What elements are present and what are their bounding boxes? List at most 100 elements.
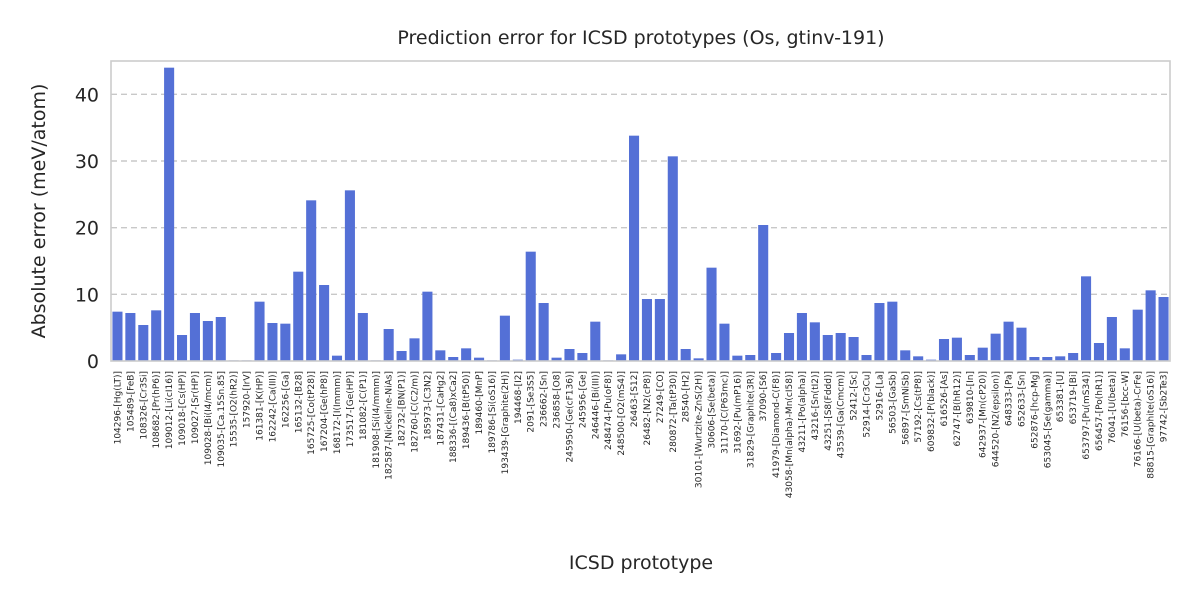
x-tick-label: 162242-[Ca(III)] [268,371,278,442]
x-tick-label: 56897-[SmNiSb] [901,371,911,445]
bar [474,357,485,361]
bar [151,310,162,361]
x-tick-label: 165725-[Co(tP28)] [307,371,317,455]
x-tick-label: 37090-[S6] [759,371,769,421]
bar [319,285,330,361]
bar [616,354,627,361]
bar [564,349,575,361]
x-tick-label: 157920-[IrV] [243,371,253,428]
x-tick-label: 248500-[O2(mS4)] [617,371,627,456]
bar [835,333,846,361]
x-tick-label: 2091-[Se3S5] [527,371,537,433]
bar [783,333,795,361]
bar [796,313,807,361]
x-tick-label: 76041-[U(beta)] [1108,371,1118,444]
bar [964,355,975,361]
bar [913,356,924,361]
x-tick-label: 31170-[C(P63mc)] [720,371,730,454]
bar [293,271,304,361]
x-tick-label: 181908-[Si(I4/mmm)] [372,371,382,469]
bar [577,353,588,361]
x-tick-label: 30606-[Se(beta)] [708,371,718,448]
bar [1029,357,1040,361]
x-tick-label: 653797-[Pu(mS34)] [1082,371,1092,460]
x-tick-label: 189786-[Si(oS16)] [488,371,498,454]
bar [1145,290,1156,361]
x-tick-label: 187431-[CaHg2] [436,371,446,446]
bar [874,303,885,361]
x-tick-labels: 104296-[Hg(LT)] 105489-[FeB] 108326-[Cr3Si… [113,371,1169,498]
bar [1158,297,1169,361]
x-tick-label: 56503-[GaSb] [888,371,898,434]
bar [706,267,717,361]
x-tick-label: 656457-[Po(hR1)] [1095,371,1105,451]
x-tick-label: 245956-[Ge] [578,371,588,428]
x-tick-label: 167204-[Ge(hP8)] [320,371,330,452]
x-tick-label: 76156-[bcc-W] [1121,371,1131,437]
x-tick-label: 31829-[Graphite(3R)] [746,371,756,468]
bar [164,67,175,362]
x-tick-label: 653719-[Bi] [1069,371,1079,424]
bar [112,311,123,361]
y-tick-label: 20 [75,218,99,240]
bar [525,251,536,361]
x-tick-label: 31692-[Pu(mP16)] [733,371,743,454]
y-axis-label: Absolute error (meV/atom) [28,84,50,339]
x-tick-label: 182760-[C(C2/m)] [410,371,420,453]
x-tick-label: 236662-[Sn] [540,371,550,427]
bar [629,135,640,361]
bar [499,315,510,361]
bar [1003,321,1014,361]
x-tick-label: 26463-[S12] [630,371,640,427]
x-tick-label: 108326-[Cr3Si] [139,371,149,440]
bar [887,301,898,361]
bar [938,339,950,361]
x-tick-label: 108682-[Pr(hP6)] [152,371,162,448]
bar [590,321,601,361]
x-tick-label: 109027-[Sr(HP)] [191,371,201,444]
x-tick-label: 27249-[CO] [656,371,666,423]
x-tick-label: 104296-[Hg(LT)] [113,371,123,444]
x-tick-label: 109018-[Cs(HP)] [178,371,188,446]
bar [267,323,278,361]
bar [1093,343,1105,361]
bar [900,350,911,361]
bar [125,313,136,361]
x-tick-label: 280872-[Ta(tP30)] [669,371,679,453]
bar [654,299,665,361]
x-axis-label: ICSD prototype [569,552,713,574]
bar [344,190,355,361]
x-tick-label: 193439-[Graphite(2H)] [501,371,511,474]
x-tick-label: 246446-[Bi(III)] [591,371,601,439]
x-tick-label: 182587-[Nickeline-NiAs] [385,371,395,480]
x-tick-label: 52916-[La] [875,371,885,420]
bar [409,338,420,361]
x-tick-label: 609832-[P(black)] [927,371,937,452]
bar [138,325,149,361]
x-tick-label: 168172-[I(Immm)] [333,371,343,454]
x-tick-label: 236858-[O8] [553,371,563,428]
bar [254,301,265,361]
x-tick-label: 52914-[Cr3Cu] [863,371,873,438]
bar [848,337,859,361]
x-tick-label: 639810-[In] [966,371,976,424]
bar [215,317,226,361]
bar [280,323,291,361]
gridlines [111,93,1170,296]
y-tick-labels: 0 10 20 30 40 [75,84,99,373]
bar [641,299,652,361]
x-tick-label: 97742-[Sb2Te3] [1160,371,1170,442]
bar [538,303,549,361]
bar [951,337,962,361]
x-tick-label: 43539-[Ga(Cmcm)] [837,371,847,458]
bar [732,355,743,361]
bar [306,200,317,361]
bar [719,323,730,361]
y-tick-label: 10 [75,284,99,306]
x-tick-label: 52412-[Sc] [850,371,860,421]
x-tick-label: 173517-[Ge(HP)] [346,371,356,447]
bar [396,351,407,361]
bar [667,156,678,361]
bar [771,353,782,361]
